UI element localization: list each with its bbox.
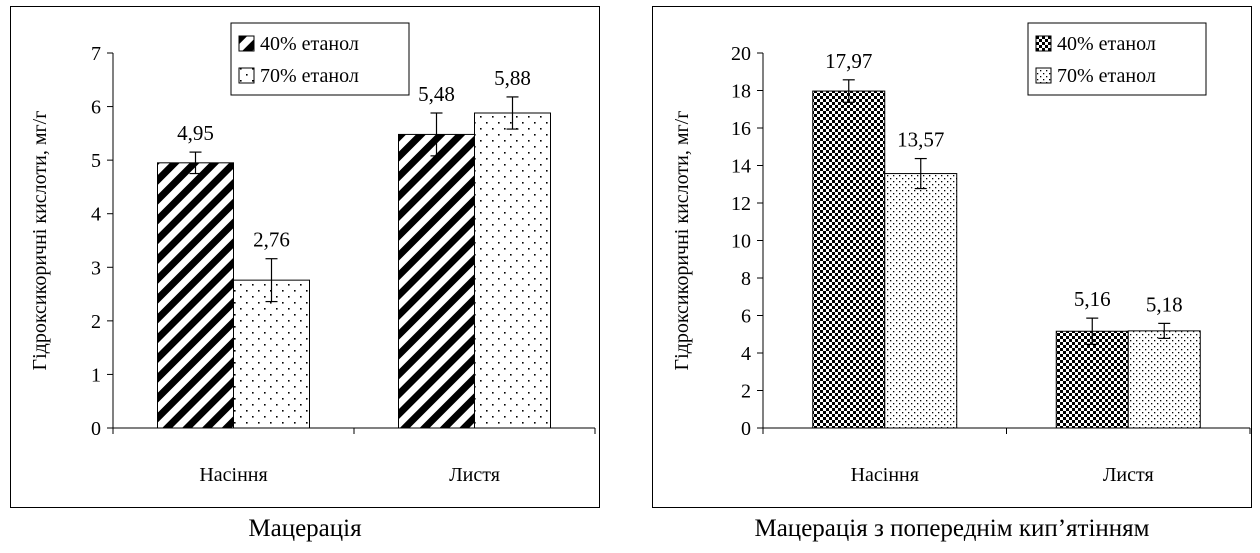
data-label: 5,16: [1074, 287, 1111, 311]
bar: [1127, 330, 1201, 429]
y-tick-label: 10: [731, 231, 751, 253]
legend-label: 70% етанол: [1057, 65, 1156, 87]
bar-chart-maceration-boiling: 0 2 4 6 8 10 12 14 16 18 20 Насіння Листя Гідроксикор…: [652, 6, 1252, 508]
y-tick-label: 6: [741, 306, 751, 328]
y-tick-label: 4: [741, 343, 751, 365]
legend-swatch: [1035, 67, 1052, 84]
legend-swatch: [238, 35, 255, 52]
data-label: 5,18: [1146, 292, 1183, 316]
x-tick-label: Листя: [449, 464, 500, 486]
y-tick-label: 5: [91, 150, 101, 172]
y-tick-label: 14: [731, 156, 751, 178]
y-tick-label: 2: [741, 381, 751, 403]
y-tick-label: 18: [731, 81, 751, 103]
bar: [233, 279, 310, 429]
chart-frame: [652, 6, 1252, 508]
legend-label: 40% етанол: [1057, 33, 1156, 55]
x-tick-label: Листя: [1103, 464, 1154, 486]
bar: [812, 90, 886, 429]
x-tick-label: Насіння: [199, 464, 267, 486]
y-tick-label: 0: [91, 418, 101, 440]
bar-chart-maceration: 0 1 2 3 4 5 6 7 Насіння Листя Гідроксикоричні кисл…: [10, 6, 600, 508]
y-tick-label: 8: [741, 268, 751, 290]
data-label: 4,95: [177, 121, 214, 145]
y-tick-label: 3: [91, 257, 101, 279]
y-tick-label: 20: [731, 43, 751, 65]
y-tick-label: 1: [91, 364, 101, 386]
y-tick-label: 12: [731, 193, 751, 215]
chart-caption-maceration: Мацерація: [248, 515, 362, 542]
x-tick-label: Насіння: [851, 464, 919, 486]
data-label: 13,57: [897, 128, 944, 152]
legend-label: 70% етанол: [260, 65, 359, 87]
chart-panel-maceration: 0 1 2 3 4 5 6 7 Насіння Листя Гідроксикоричні кисл…: [10, 6, 600, 508]
data-label: 2,76: [253, 228, 290, 252]
y-tick-label: 0: [741, 418, 751, 440]
y-tick-label: 6: [91, 97, 101, 119]
bar: [398, 133, 475, 429]
chart-caption-maceration-boiling: Мацерація з попереднім кип’ятінням: [754, 515, 1150, 542]
data-label: 5,48: [418, 82, 455, 106]
chart-frame: [10, 6, 600, 508]
bar: [474, 112, 551, 429]
bar: [884, 173, 958, 429]
y-tick-label: 7: [91, 43, 101, 65]
data-label: 17,97: [825, 49, 872, 73]
y-tick-label: 4: [91, 204, 101, 226]
bar: [1055, 330, 1129, 429]
bar: [157, 162, 234, 429]
y-tick-label: 2: [91, 311, 101, 333]
legend-box: [1027, 22, 1207, 96]
legend-swatch: [238, 67, 255, 84]
data-label: 5,88: [494, 66, 531, 90]
chart-panel-maceration-boiling: 0 2 4 6 8 10 12 14 16 18 20 Насіння Листя Гідроксикор…: [652, 6, 1252, 508]
legend-label: 40% етанол: [260, 33, 359, 55]
legend-swatch: [1035, 35, 1052, 52]
y-axis-label: Гідроксикоричні кислоти, мг/г: [671, 111, 693, 371]
y-tick-label: 16: [731, 118, 751, 140]
y-axis-label: Гідроксикоричні кислоти, мг/г: [29, 111, 51, 371]
legend-box: [230, 22, 410, 96]
